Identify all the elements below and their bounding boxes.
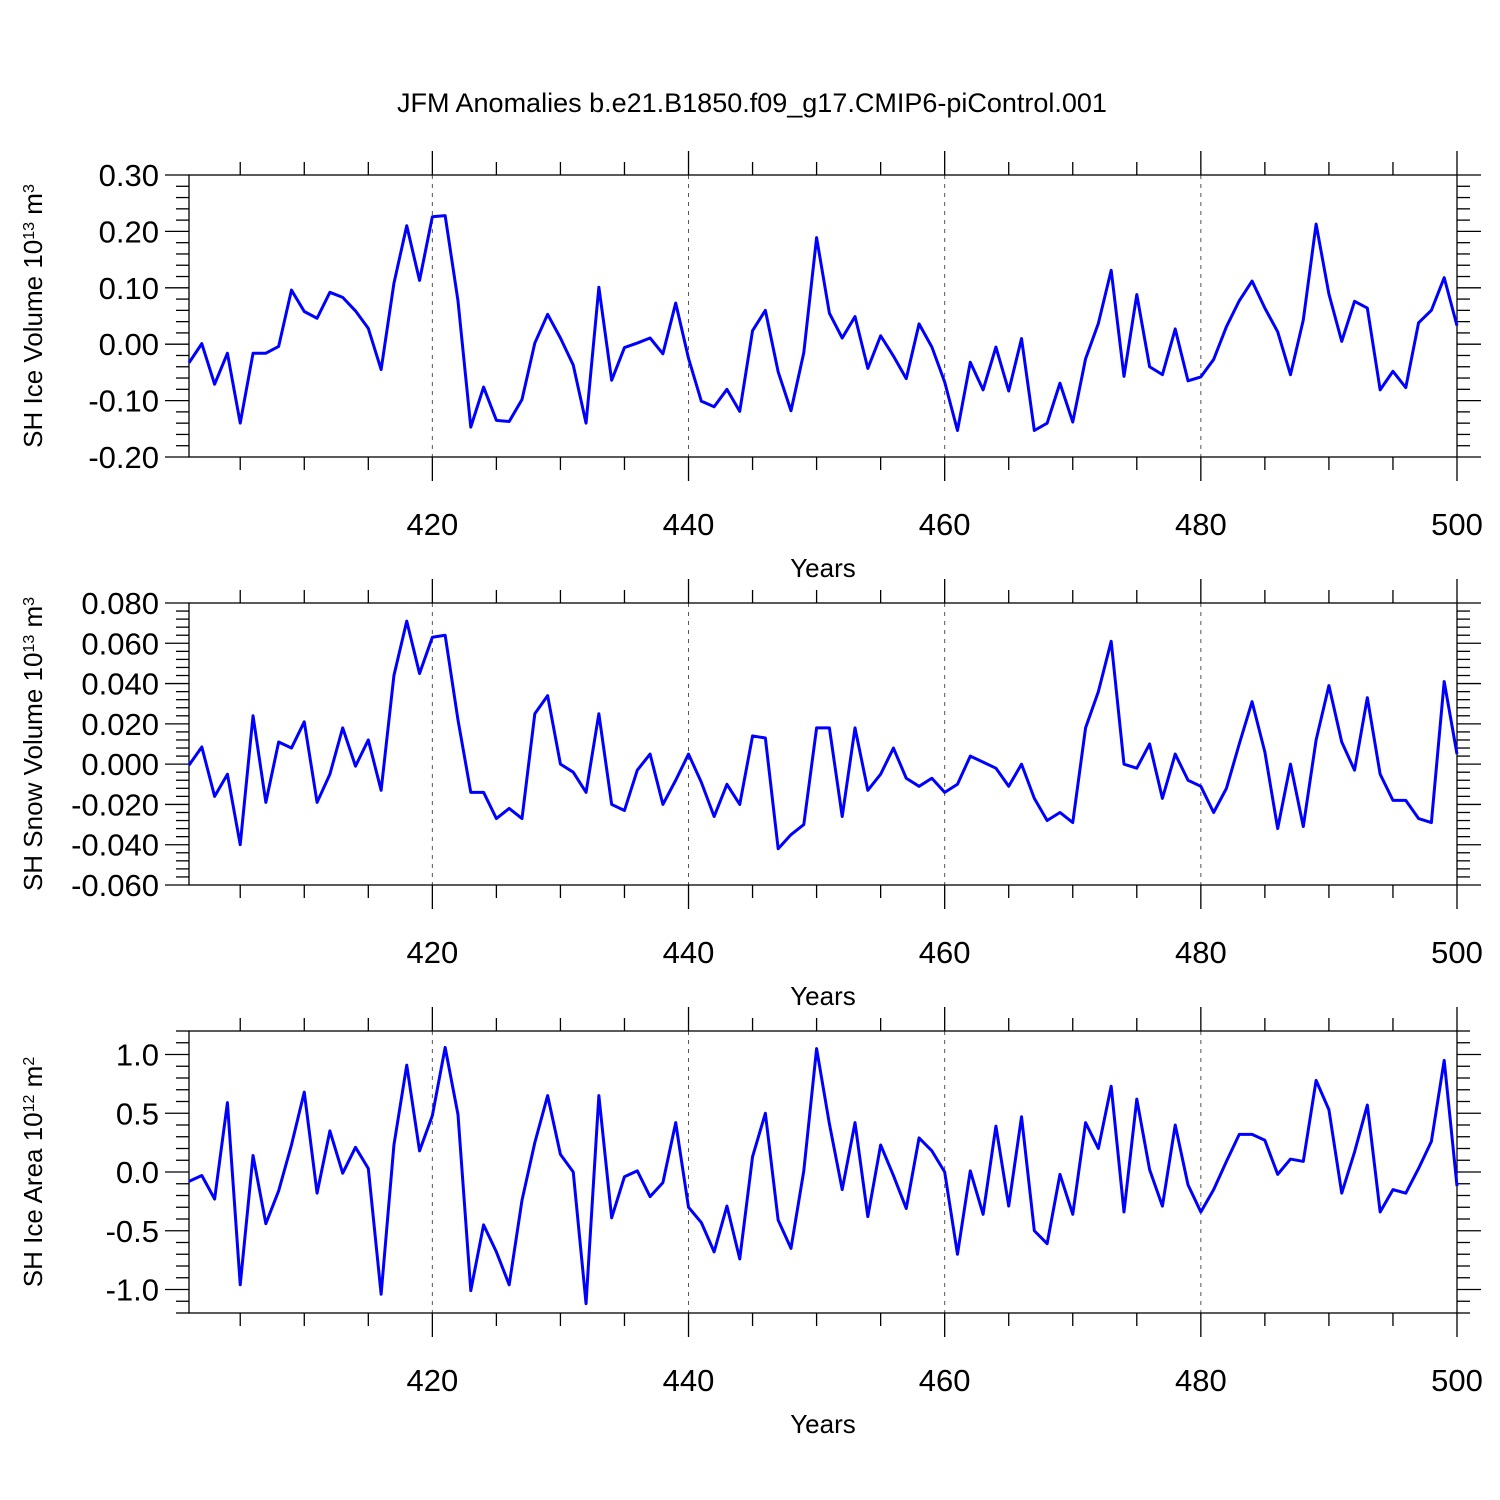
x-tick-label: 460 (919, 1363, 971, 1398)
x-tick-label: 440 (663, 1363, 715, 1398)
panel-snow-volume: -0.060 -0.040 -0.020 0.000 0.020 0.040 0.060 0.… (18, 579, 1483, 1011)
x-tick-label: 440 (663, 935, 715, 970)
series-line-snow-volume (187, 619, 1459, 851)
x-axis-label: Years (790, 553, 856, 583)
y-tick-label: -0.020 (71, 787, 159, 822)
x-tick-label: 500 (1431, 507, 1483, 542)
y-tick-label: 0.040 (81, 667, 159, 702)
y-axis-label-ylabel-unit-exponent: 3 (21, 184, 38, 193)
x-tick-label: 500 (1431, 1363, 1483, 1398)
x-tick-label: 480 (1175, 935, 1227, 970)
x-tick-label: 460 (919, 507, 971, 542)
panel-ice-volume: -0.20 -0.10 0.00 0.10 0.20 0.30 420 440 460 480 50… (18, 151, 1483, 583)
y-tick-label: 1.0 (116, 1038, 159, 1073)
x-tick-label: 480 (1175, 507, 1227, 542)
y-tick-label: 0.060 (81, 626, 159, 661)
y-axis-label: SH Snow Volume 1013 m3 (18, 597, 48, 891)
y-axis-label-ylabel-unit: m (18, 606, 48, 635)
y-axis-label-ylabel-exponent: 12 (21, 1094, 38, 1112)
y-tick-label: -0.5 (106, 1214, 159, 1249)
y-axis-label-ylabel: SH Snow Volume 10 (18, 653, 48, 891)
plot-frame (188, 602, 1458, 886)
y-tick-label: -0.20 (88, 440, 159, 475)
y-tick-label: -1.0 (106, 1273, 159, 1308)
y-axis-label-ylabel-unit-exponent: 3 (21, 597, 38, 606)
plot-frame (188, 174, 1458, 458)
y-axis-label-ylabel-exponent: 13 (21, 222, 38, 240)
x-tick-label: 460 (919, 935, 971, 970)
y-tick-label: 0.5 (116, 1096, 159, 1131)
x-tick-label: 440 (663, 507, 715, 542)
y-tick-label: -0.060 (71, 868, 159, 903)
x-axis-label: Years (790, 981, 856, 1011)
panels: -0.20 -0.10 0.00 0.10 0.20 0.30 420 440 460 480 50… (18, 151, 1483, 1439)
y-tick-label: -0.10 (88, 384, 159, 419)
y-tick-label: 0.020 (81, 707, 159, 742)
y-axis-label-ylabel-unit: m (18, 1066, 48, 1095)
y-axis-label-ylabel: SH Ice Volume 10 (18, 240, 48, 448)
y-axis-label-ylabel-unit-exponent: 2 (21, 1057, 38, 1066)
y-tick-label: 0.10 (99, 271, 159, 306)
figure-title: JFM Anomalies b.e21.B1850.f09_g17.CMIP6-… (397, 88, 1107, 118)
x-tick-label: 420 (406, 507, 458, 542)
x-tick-label: 500 (1431, 935, 1483, 970)
y-tick-label: -0.040 (71, 828, 159, 863)
x-tick-label: 480 (1175, 1363, 1227, 1398)
y-tick-label: 0.000 (81, 747, 159, 782)
y-tick-label: 0.00 (99, 327, 159, 362)
y-tick-label: 0.080 (81, 586, 159, 621)
y-tick-label: 0.20 (99, 214, 159, 249)
y-tick-label: 0.30 (99, 158, 159, 193)
y-axis-label: SH Ice Area 1012 m2 (18, 1057, 48, 1288)
series-line-ice-volume (187, 214, 1459, 432)
panel-ice-area: -1.0 -0.5 0.0 0.5 1.0 420 440 460 480 500 Years SH … (18, 1007, 1483, 1439)
y-axis-label: SH Ice Volume 1013 m3 (18, 184, 48, 448)
x-tick-label: 420 (406, 1363, 458, 1398)
y-tick-label: 0.0 (116, 1155, 159, 1190)
series-line-ice-area (188, 1045, 1459, 1306)
y-axis-label-ylabel: SH Ice Area 10 (18, 1112, 48, 1287)
y-axis-label-ylabel-exponent: 13 (21, 635, 38, 653)
y-axis-label-ylabel-unit: m (18, 193, 48, 222)
x-axis-label: Years (790, 1409, 856, 1439)
x-tick-label: 420 (406, 935, 458, 970)
